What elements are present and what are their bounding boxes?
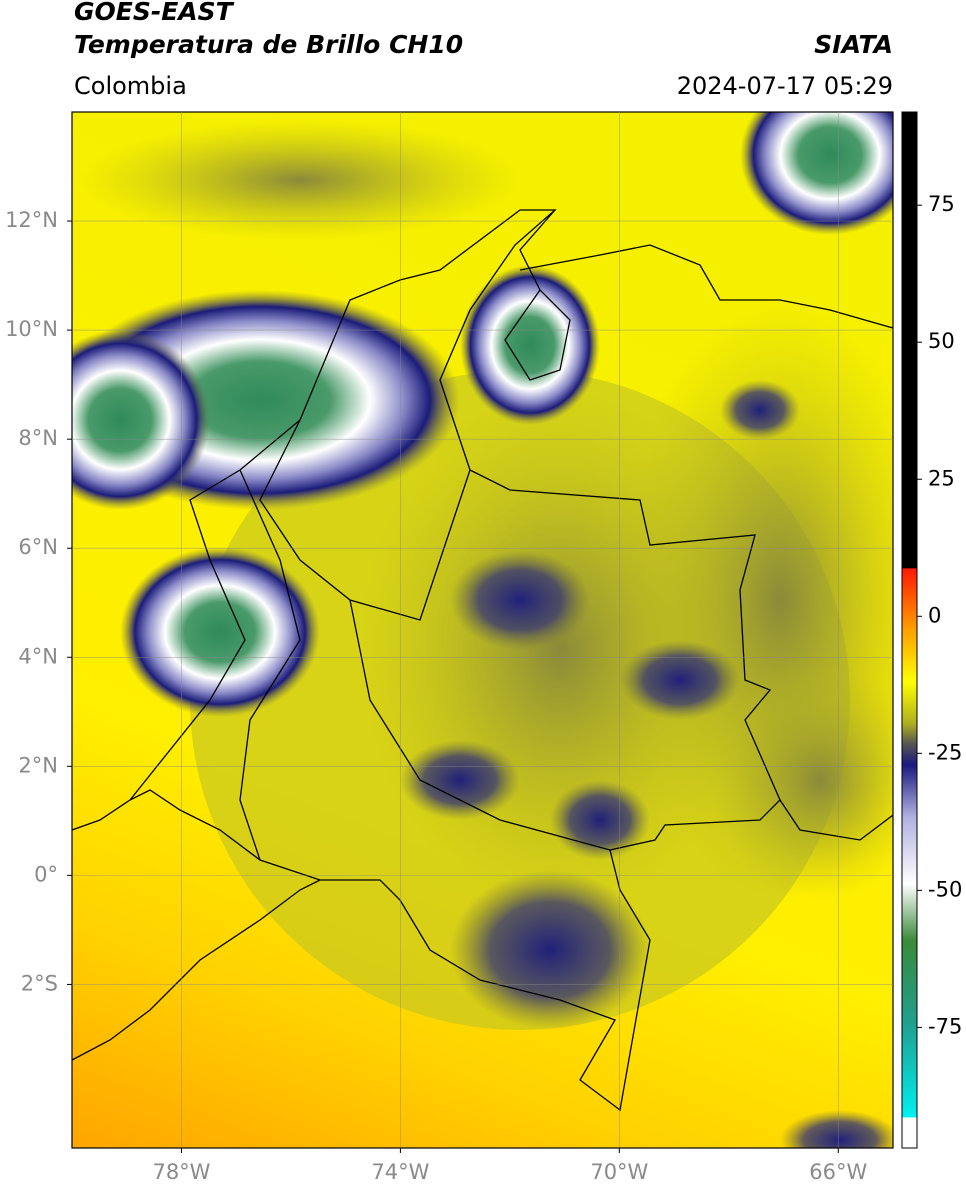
product: Temperatura de Brillo CH10 [74, 30, 463, 59]
colorbar-tick-label: -75 [928, 1014, 962, 1038]
source: SIATA [814, 30, 893, 59]
y-tick-label: 8°N [18, 426, 58, 450]
colorbar [901, 111, 918, 1149]
x-tick-label: 74°W [371, 1160, 429, 1184]
x-tick-label: 66°W [809, 1160, 867, 1184]
datetime: 2024-07-17 05:29 [677, 72, 893, 100]
y-tick-label: 2°S [21, 971, 58, 995]
y-tick-label: 0° [34, 862, 58, 886]
satellite-image [72, 112, 893, 1148]
x-tick-label: 78°W [152, 1160, 210, 1184]
y-tick-label: 2°N [18, 753, 58, 777]
y-tick-label: 4°N [18, 644, 58, 668]
colorbar-tick-label: -50 [928, 877, 962, 901]
colorbar-tick-label: 75 [928, 192, 955, 216]
map-frame [71, 111, 894, 1149]
y-tick-label: 10°N [5, 317, 58, 341]
region: Colombia [74, 72, 187, 100]
x-tick-label: 70°W [590, 1160, 648, 1184]
colorbar-tick-label: -25 [928, 740, 962, 764]
colorbar-tick-label: 0 [928, 603, 941, 627]
colorbar-tick-label: 50 [928, 329, 955, 353]
agency: GOES-EAST [74, 0, 235, 26]
y-tick-label: 12°N [5, 208, 58, 232]
y-tick-label: 6°N [18, 535, 58, 559]
colorbar-tick-label: 25 [928, 466, 955, 490]
